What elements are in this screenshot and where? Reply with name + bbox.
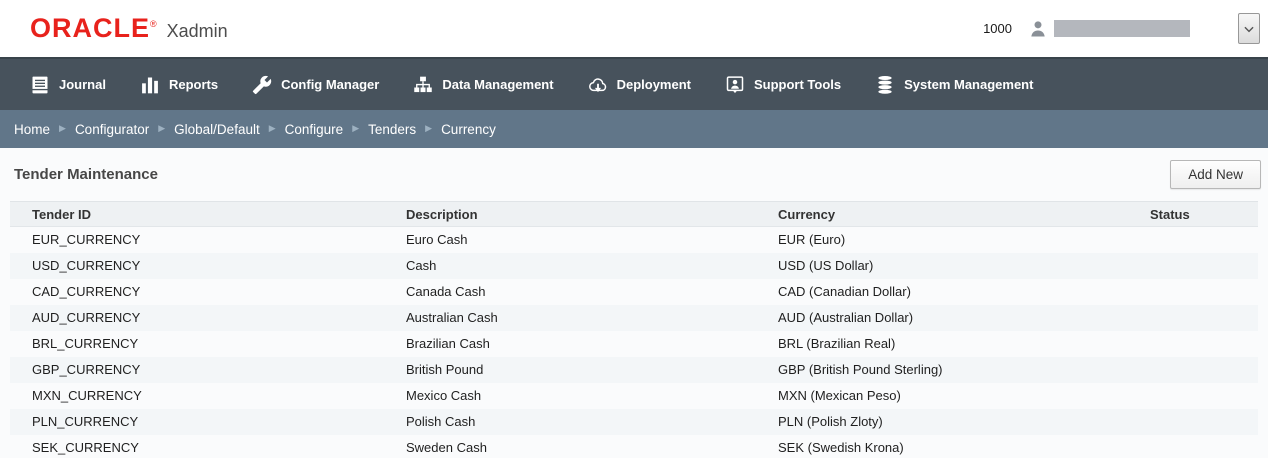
nav-label: System Management <box>904 77 1034 92</box>
nav-item-config-manager[interactable]: Config Manager <box>252 75 379 95</box>
cell-description: Australian Cash <box>406 310 498 325</box>
org-number: 1000 <box>983 21 1012 36</box>
sitemap-icon <box>414 76 433 92</box>
nav-item-deployment[interactable]: Deployment <box>588 75 691 95</box>
cell-currency: CAD (Canadian Dollar) <box>778 284 911 299</box>
cell-tender-id: SEK_CURRENCY <box>32 440 139 455</box>
user-menu-dropdown[interactable] <box>1238 13 1260 44</box>
breadcrumb-arrow-icon: ▶ <box>425 122 433 133</box>
cell-status <box>1128 409 1258 435</box>
breadcrumb-configurator[interactable]: Configurator <box>74 121 150 137</box>
breadcrumb-arrow-icon: ▶ <box>268 122 276 133</box>
breadcrumb-arrow-icon: ▶ <box>59 122 66 133</box>
registered-mark: ® <box>150 19 157 29</box>
cell-currency: SEK (Swedish Krona) <box>778 440 904 455</box>
nav-label: Support Tools <box>753 77 842 92</box>
nav-label: Config Manager <box>281 77 380 92</box>
breadcrumb-home[interactable]: Home <box>14 121 51 137</box>
nav-label: Reports <box>168 77 219 92</box>
column-header-currency: Currency <box>756 201 1128 227</box>
cell-description: Sweden Cash <box>406 440 487 455</box>
cell-status <box>1128 357 1258 383</box>
nav-item-support-tools[interactable]: Support Tools <box>725 75 841 95</box>
cloud-download-icon <box>588 77 606 92</box>
journal-icon <box>32 76 48 93</box>
nav-label: Data Management <box>442 77 554 92</box>
cell-currency: PLN (Polish Zloty) <box>778 414 883 429</box>
table-row[interactable]: SEK_CURRENCY Sweden Cash SEK (Swedish Kr… <box>10 435 1258 458</box>
chevron-down-icon <box>1244 26 1254 32</box>
cell-currency: EUR (Euro) <box>778 232 846 248</box>
cell-description: Cash <box>406 258 437 273</box>
nav-item-system-management[interactable]: System Management <box>875 75 1033 95</box>
database-icon <box>878 75 892 94</box>
cell-tender-id: PLN_CURRENCY <box>32 414 139 429</box>
breadcrumb-currency[interactable]: Currency <box>441 121 496 137</box>
oracle-logo: ORACLE <box>30 13 150 43</box>
cell-status <box>1128 383 1258 409</box>
cell-status <box>1128 253 1258 279</box>
cell-currency: USD (US Dollar) <box>778 258 874 273</box>
support-person-icon <box>726 75 744 93</box>
brand: ORACLE ® Xadmin <box>30 15 228 42</box>
cell-tender-id: BRL_CURRENCY <box>32 336 139 351</box>
table-row[interactable]: USD_CURRENCY Cash USD (US Dollar) <box>10 252 1258 279</box>
cell-status <box>1128 279 1258 305</box>
column-header-status: Status <box>1128 201 1258 227</box>
cell-currency: AUD (Australian Dollar) <box>778 310 914 325</box>
wrench-icon <box>252 75 272 94</box>
cell-tender-id: EUR_CURRENCY <box>32 232 141 248</box>
breadcrumb: Home ▶ Configurator ▶ Global/Default ▶ C… <box>0 110 1268 148</box>
nav-label: Journal <box>59 77 106 92</box>
table-row[interactable]: BRL_CURRENCY Brazilian Cash BRL (Brazili… <box>10 331 1258 357</box>
table-row[interactable]: AUD_CURRENCY Australian Cash AUD (Austra… <box>10 304 1258 331</box>
cell-description: British Pound <box>406 362 484 377</box>
breadcrumb-global-default[interactable]: Global/Default <box>174 121 260 137</box>
title-row: Tender Maintenance Add New <box>0 148 1268 199</box>
table-row[interactable]: EUR_CURRENCY Euro Cash EUR (Euro) <box>10 227 1258 253</box>
cell-status <box>1128 435 1258 458</box>
cell-tender-id: USD_CURRENCY <box>32 258 141 273</box>
bar-chart-icon <box>142 77 158 93</box>
cell-currency: GBP (British Pound Sterling) <box>778 362 943 377</box>
cell-description: Brazilian Cash <box>406 336 490 351</box>
nav-item-journal[interactable]: Journal <box>30 75 106 95</box>
table-row[interactable]: CAD_CURRENCY Canada Cash CAD (Canadian D… <box>10 279 1258 305</box>
cell-currency: BRL (Brazilian Real) <box>778 336 896 351</box>
cell-description: Mexico Cash <box>406 388 482 403</box>
page-title: Tender Maintenance <box>14 166 158 183</box>
table-row[interactable]: PLN_CURRENCY Polish Cash PLN (Polish Zlo… <box>10 408 1258 435</box>
nav-label: Deployment <box>616 77 691 92</box>
cell-status <box>1128 227 1258 253</box>
main-nav: Journal Reports Config Manager Data Mana <box>0 57 1268 110</box>
cell-status <box>1128 305 1258 331</box>
cell-tender-id: CAD_CURRENCY <box>32 284 141 299</box>
cell-description: Canada Cash <box>406 284 486 299</box>
cell-status <box>1128 331 1258 357</box>
cell-tender-id: AUD_CURRENCY <box>32 310 141 325</box>
column-header-description: Description <box>384 201 756 227</box>
cell-currency: MXN (Mexican Peso) <box>778 388 901 403</box>
username-redacted <box>1054 20 1190 37</box>
nav-item-reports[interactable]: Reports <box>140 75 218 95</box>
add-new-button[interactable]: Add New <box>1170 160 1261 189</box>
cell-description: Polish Cash <box>406 414 476 429</box>
breadcrumb-configure[interactable]: Configure <box>284 121 344 137</box>
cell-tender-id: MXN_CURRENCY <box>32 388 142 403</box>
table-header-row: Tender ID Description Currency Status <box>10 201 1258 227</box>
app-name: Xadmin <box>166 21 228 41</box>
top-header: ORACLE ® Xadmin 1000 <box>0 0 1268 57</box>
tender-table: Tender ID Description Currency Status EU… <box>10 201 1258 458</box>
table-row[interactable]: MXN_CURRENCY Mexico Cash MXN (Mexican Pe… <box>10 383 1258 409</box>
table-row[interactable]: GBP_CURRENCY British Pound GBP (British … <box>10 356 1258 383</box>
header-right: 1000 <box>983 13 1260 44</box>
column-header-tender-id: Tender ID <box>10 201 384 227</box>
breadcrumb-arrow-icon: ▶ <box>352 122 360 133</box>
user-icon <box>1031 20 1045 36</box>
nav-item-data-management[interactable]: Data Management <box>413 75 554 95</box>
cell-description: Euro Cash <box>406 232 468 248</box>
cell-tender-id: GBP_CURRENCY <box>32 362 141 377</box>
breadcrumb-tenders[interactable]: Tenders <box>368 121 417 137</box>
breadcrumb-arrow-icon: ▶ <box>158 122 166 133</box>
